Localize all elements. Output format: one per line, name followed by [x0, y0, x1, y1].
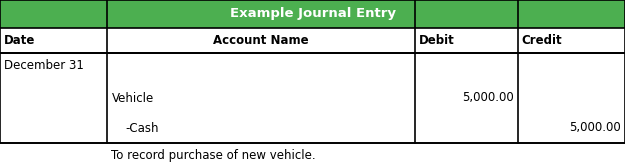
Bar: [0, 0, 625, 28]
Text: Example Journal Entry: Example Journal Entry: [229, 8, 396, 21]
Text: Date: Date: [4, 34, 36, 47]
Bar: [0, 53, 625, 143]
Text: To record purchase of new vehicle.: To record purchase of new vehicle.: [111, 148, 316, 161]
Text: Account Name: Account Name: [214, 34, 309, 47]
Text: 5,000.00: 5,000.00: [462, 92, 514, 105]
Text: 5,000.00: 5,000.00: [569, 122, 621, 134]
Bar: [0, 0, 625, 53]
Text: -Cash: -Cash: [126, 122, 159, 134]
Text: December 31: December 31: [4, 59, 84, 72]
Text: Vehicle: Vehicle: [111, 92, 154, 105]
Text: Debit: Debit: [419, 34, 455, 47]
Text: Credit: Credit: [521, 34, 562, 47]
